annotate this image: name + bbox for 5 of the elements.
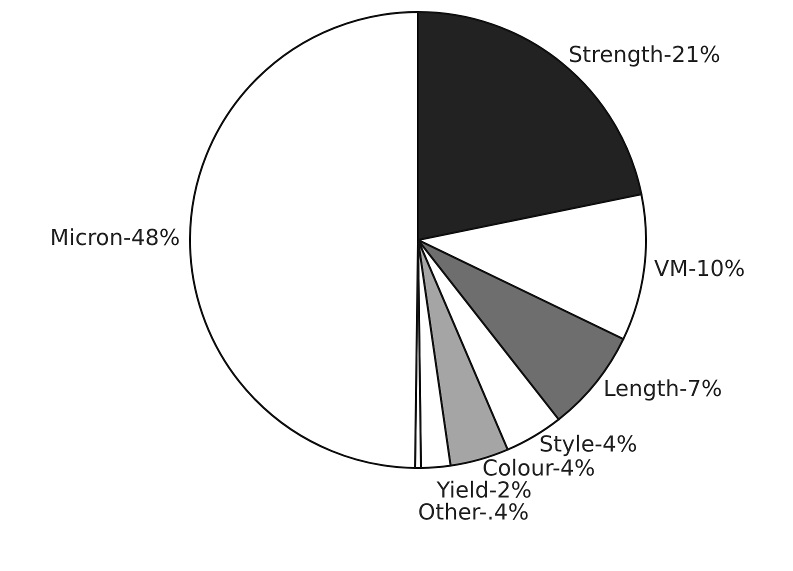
slice-label: VM-10% [654, 256, 746, 282]
slice-label: Micron-48% [50, 226, 180, 251]
slice-label: Style-4% [539, 432, 638, 458]
slice-label: Strength-21% [568, 43, 720, 68]
slice-label: Length-7% [603, 376, 722, 402]
